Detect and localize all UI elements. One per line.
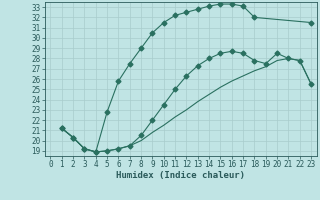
X-axis label: Humidex (Indice chaleur): Humidex (Indice chaleur) [116,171,245,180]
